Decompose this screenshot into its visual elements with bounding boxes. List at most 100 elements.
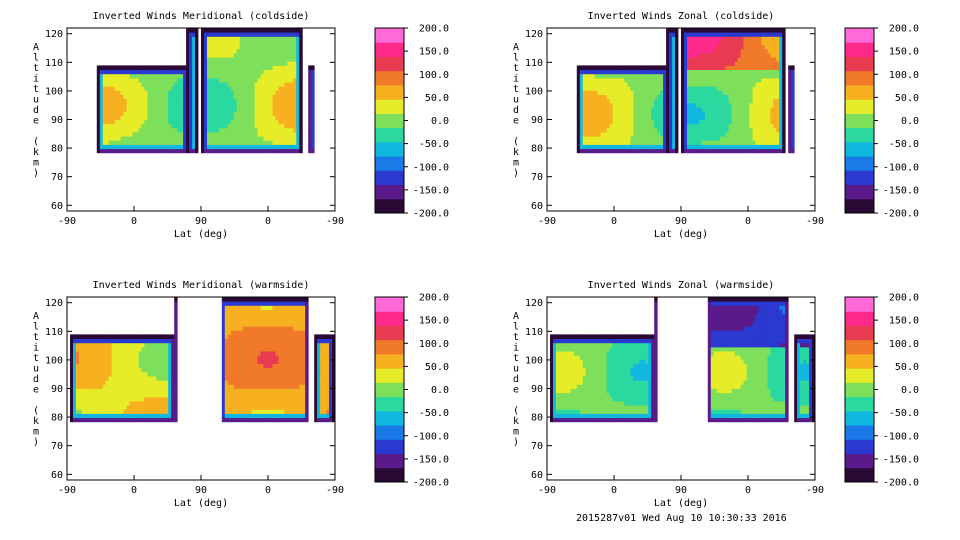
heatmap-cell [135,363,139,369]
heatmap-cell [651,115,655,120]
heatmap-cell [663,123,667,129]
heatmap-cell [681,140,685,145]
heatmap-cell [290,107,294,112]
heatmap-cell [308,69,312,75]
heatmap-cell [624,86,628,91]
heatmap-cell [597,136,601,141]
heatmap-cell [707,69,712,75]
heatmap-cell [758,40,762,46]
heatmap-cell [636,94,640,100]
heatmap-cell [87,405,92,410]
heatmap-cell [245,388,250,394]
heatmap-cell [704,102,709,108]
heatmap-cell [749,132,753,137]
heatmap-cell [144,115,148,120]
heatmap-cell [135,73,139,79]
heatmap-cell [150,409,154,414]
heatmap-cell [740,48,744,54]
heatmap-cell [687,127,691,133]
heatmap-cell [221,388,226,394]
heatmap-cell [105,127,110,133]
heatmap-cell [114,338,118,344]
heatmap-cell [782,98,786,104]
heatmap-cell [245,326,250,331]
heatmap-cell [722,86,727,91]
heatmap-cell [257,392,261,398]
heatmap-cell [254,127,258,133]
y-tick-label: 60 [531,201,543,212]
heatmap-cell [159,338,163,344]
heatmap-cell [102,148,107,154]
heatmap-cell [126,94,130,100]
heatmap-cell [147,417,151,423]
heatmap-cell [663,102,667,108]
heatmap-cell [144,111,148,116]
heatmap-cell [636,127,640,133]
heatmap-cell [269,123,273,129]
heatmap-cell [239,363,244,369]
heatmap-cell [722,148,727,154]
heatmap-cell [236,73,241,79]
heatmap-cell [731,102,735,108]
heatmap-cell [609,90,613,95]
heatmap-cell [165,107,169,112]
heatmap-cell [174,98,178,104]
heatmap-cell [749,94,753,100]
heatmap-cell [183,98,187,104]
heatmap-cell [186,132,190,137]
heatmap-cell [111,73,116,79]
heatmap-cell [180,107,184,112]
heatmap-cell [168,417,172,423]
heatmap-cell [81,392,86,398]
heatmap-cell [791,144,795,150]
heatmap-cell [141,342,145,348]
heatmap-cell [75,392,80,398]
heatmap-cell [183,119,187,125]
heatmap-cell [254,371,258,377]
heatmap-cell [129,384,133,389]
heatmap-cell [606,123,610,129]
heatmap-cell [99,392,104,398]
heatmap-cell [251,396,255,402]
heatmap-cell [633,102,637,108]
heatmap-cell [215,136,220,141]
heatmap-cell [221,413,226,419]
heatmap-cell [257,396,261,402]
heatmap-cell [141,86,145,91]
heatmap-cell [245,69,250,75]
heatmap-cell [78,380,83,385]
heatmap-cell [141,94,145,100]
heatmap-cell [251,342,255,348]
heatmap-cell [663,65,667,70]
heatmap-cell [174,305,178,310]
heatmap-cell [245,338,250,344]
heatmap-cell [221,346,226,352]
heatmap-cell [102,384,107,389]
heatmap-cell [221,127,226,133]
heatmap-cell [689,61,694,66]
heatmap-cell [156,338,160,344]
heatmap-cell [263,363,267,369]
heatmap-cell [779,123,783,129]
heatmap-cell [579,94,584,100]
heatmap-cell [239,144,244,150]
heatmap-cell [645,94,649,100]
heatmap-cell [740,86,744,91]
heatmap-cell [290,148,294,154]
heatmap-cell [278,77,282,83]
heatmap-cell [576,123,581,129]
heatmap-cell [78,363,83,369]
heatmap-cell [221,317,226,323]
heatmap-cell [657,132,661,137]
heatmap-cell [761,40,765,46]
heatmap-cell [687,144,691,150]
heatmap-cell [645,82,649,87]
heatmap-cell [716,102,721,108]
heatmap-cell [70,371,74,377]
heatmap-cell [120,351,124,356]
heatmap-cell [299,53,303,58]
heatmap-cell [776,98,780,104]
heatmap-cell [123,77,127,83]
heatmap-cell [230,148,235,154]
heatmap-cell [105,396,110,402]
